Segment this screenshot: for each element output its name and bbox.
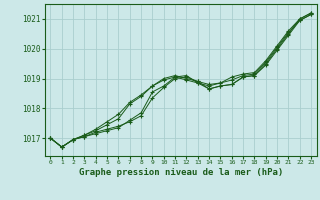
X-axis label: Graphe pression niveau de la mer (hPa): Graphe pression niveau de la mer (hPa) bbox=[79, 168, 283, 177]
